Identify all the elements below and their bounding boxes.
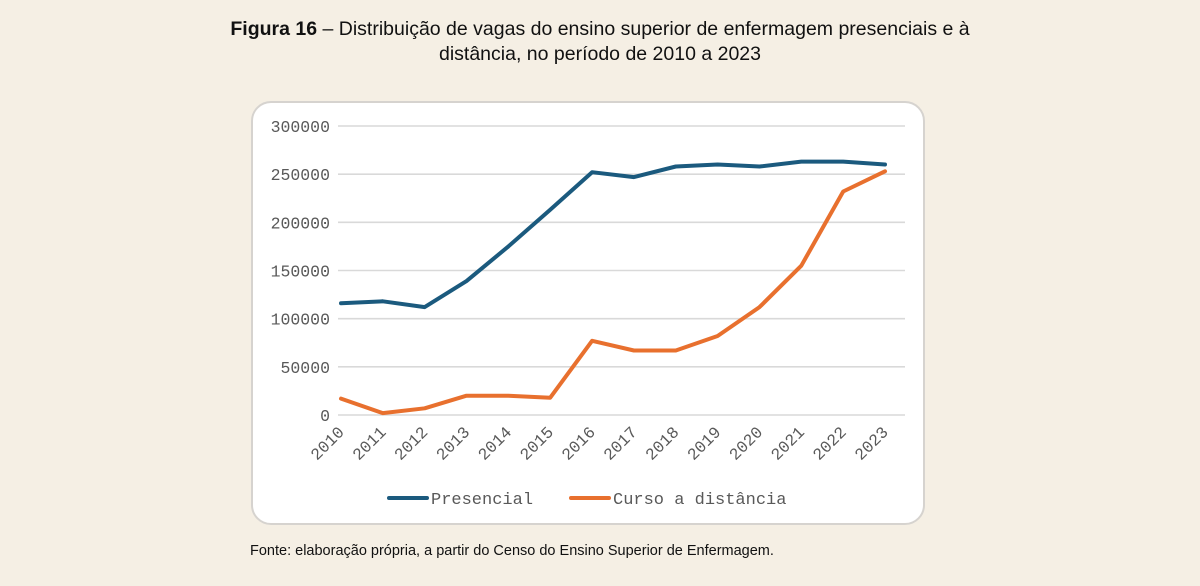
x-tick-label: 2013 [433,423,474,464]
series-line-presencial [339,159,887,310]
x-tick-label: 2023 [851,423,892,464]
x-tick-label: 2017 [600,423,641,464]
figure-title-text: – Distribuição de vagas do ensino superi… [317,18,970,40]
x-axis-ticks: 2010 2011 2012 2013 2014 2015 2016 2017 2018 2019… [307,423,892,465]
figure-title-line-1: Figura 16 – Distribuição de vagas do ens… [0,17,1200,42]
y-axis-ticks: 0 50000 100000 150000 200000 250000 300000 [271,118,330,426]
x-tick-label: 2022 [809,423,850,464]
y-tick-label: 250000 [271,166,330,185]
series-lines [339,159,887,416]
y-tick-label: 0 [320,407,330,426]
y-tick-label: 300000 [271,118,330,137]
figure-title-line-2: distância, no período de 2010 a 2023 [438,43,761,65]
y-tick-label: 50000 [280,359,330,378]
series-line-curso-a-dist-ncia [339,169,887,416]
x-tick-label: 2014 [474,423,516,465]
legend-label: Presencial [431,491,533,510]
x-tick-label: 2011 [349,423,391,465]
x-tick-label: 2019 [684,423,725,464]
figure-number: Figura 16 [230,18,318,40]
x-tick-label: 2021 [767,423,809,465]
x-tick-label: 2018 [642,423,683,464]
x-tick-label: 2010 [307,423,348,464]
figure-source: Fonte: elaboração própria, a partir do C… [250,543,774,559]
x-tick-label: 2016 [558,423,599,464]
legend: Presencial Curso a distância [387,491,786,510]
legend-item: Presencial [387,491,533,510]
figure-title: Figura 16 – Distribuição de vagas do ens… [0,17,1200,67]
x-tick-label: 2020 [726,423,767,464]
x-tick-label: 2012 [391,423,432,464]
legend-item: Curso a distância [569,491,786,510]
gridlines [338,125,905,416]
legend-label: Curso a distância [613,491,786,510]
y-tick-label: 200000 [271,214,330,233]
y-tick-label: 150000 [271,263,330,282]
x-tick-label: 2015 [516,423,557,464]
line-chart: 0 50000 100000 150000 200000 250000 300000 201… [271,118,905,510]
chart-card: 0 50000 100000 150000 200000 250000 300000 201… [251,101,925,525]
y-tick-label: 100000 [271,311,330,330]
